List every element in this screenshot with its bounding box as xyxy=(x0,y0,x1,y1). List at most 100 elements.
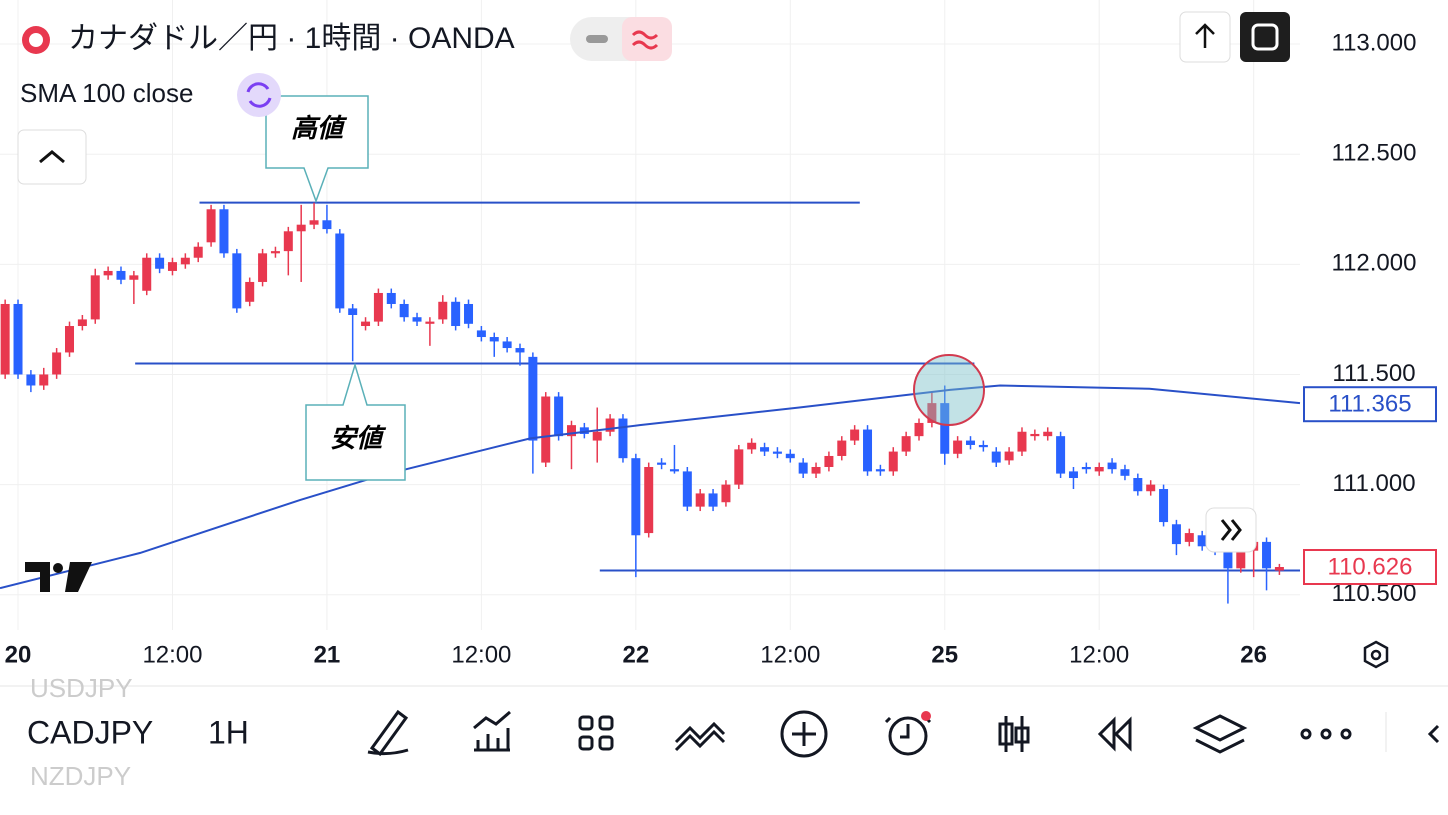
candle-body xyxy=(1107,462,1117,470)
candle-body xyxy=(180,257,190,265)
candle-body xyxy=(283,231,293,252)
candle-body xyxy=(747,442,757,450)
icon xyxy=(1195,23,1215,48)
interval[interactable]: 1H xyxy=(208,714,249,750)
candle-body xyxy=(850,429,860,441)
candle-body xyxy=(708,493,718,507)
x-tick-label: 21 xyxy=(314,641,341,668)
candle-body xyxy=(811,466,821,474)
x-tick-label: 12:00 xyxy=(142,641,202,668)
candle-body xyxy=(77,319,87,327)
candle-body xyxy=(798,462,808,474)
indicator-tool[interactable] xyxy=(473,710,511,752)
icon xyxy=(586,35,608,43)
candle-body xyxy=(13,303,23,375)
draw-tool[interactable] xyxy=(367,709,409,757)
candle-body xyxy=(824,455,834,467)
candle-body xyxy=(682,471,692,507)
y-tick-label: 112.500 xyxy=(1332,140,1417,167)
candle-body xyxy=(309,220,319,225)
candle-body xyxy=(476,330,486,338)
x-tick-label: 26 xyxy=(1240,641,1267,668)
candle-body xyxy=(721,484,731,503)
candle-body xyxy=(270,251,280,254)
overlay: 高値 安値 xyxy=(25,95,1257,592)
plot-layer xyxy=(0,201,1301,604)
candle-body xyxy=(695,493,705,507)
candle-body xyxy=(927,403,937,423)
header: カナダドル／円 · 1時間 · OANDA SMA 100 close xyxy=(17,11,1290,185)
axis-layer: 113.000112.500112.000111.500111.000110.5… xyxy=(5,29,1437,668)
more-tool[interactable] xyxy=(1300,728,1312,740)
compare-tool[interactable] xyxy=(674,721,726,752)
candle-body xyxy=(386,292,396,304)
candle-body xyxy=(0,303,10,375)
candle-body xyxy=(206,209,216,243)
candle-body xyxy=(65,326,75,353)
add-tool[interactable] xyxy=(780,710,828,758)
alert-dot xyxy=(921,711,931,721)
candle-body xyxy=(1056,436,1066,474)
price-label-box xyxy=(1303,549,1437,585)
candle-body xyxy=(129,275,139,280)
candle-body xyxy=(1236,550,1246,569)
candle-body xyxy=(863,429,873,472)
symbol[interactable]: CADJPY xyxy=(27,714,153,750)
collapse-button[interactable] xyxy=(17,129,87,185)
icon xyxy=(1220,519,1242,541)
icon xyxy=(631,30,659,50)
candle-body xyxy=(1120,469,1130,476)
candle-body xyxy=(219,209,229,254)
candle-body xyxy=(875,469,885,472)
layout-tool[interactable] xyxy=(578,715,594,731)
alert-tool[interactable] xyxy=(888,716,928,756)
candle-body xyxy=(1274,567,1284,571)
chart-type-tool[interactable] xyxy=(1004,716,1024,752)
candle-body xyxy=(489,337,499,342)
candle-body xyxy=(296,224,306,232)
replay-tool[interactable] xyxy=(1097,716,1132,752)
symbol-next[interactable]: NZDJPY xyxy=(30,761,131,791)
y-tick-label: 113.000 xyxy=(1332,29,1417,56)
candle-body xyxy=(155,257,165,269)
toolbar: USDJPY CADJPY 1H NZDJPY xyxy=(0,673,1448,791)
candle-body xyxy=(914,422,924,437)
candle-body xyxy=(940,403,950,454)
price-label-box xyxy=(1303,386,1437,423)
symbol-prev[interactable]: USDJPY xyxy=(30,673,133,703)
candle-body xyxy=(1081,466,1091,470)
indicator-label: SMA 100 close xyxy=(20,78,193,108)
more-arrow[interactable] xyxy=(1427,724,1440,744)
candle-body xyxy=(888,451,898,472)
candle-body xyxy=(1133,478,1143,492)
indicator-button[interactable] xyxy=(237,73,281,117)
annotation: 高値 xyxy=(291,113,348,143)
settings-icon[interactable] xyxy=(1363,640,1389,669)
candle-body xyxy=(438,301,448,320)
candle-body xyxy=(1159,489,1169,523)
candle-body xyxy=(631,458,641,536)
candle-body xyxy=(167,262,177,271)
layers-tool[interactable] xyxy=(1192,714,1248,754)
candle-body xyxy=(991,451,1001,463)
candle-body xyxy=(52,352,62,375)
x-tick-label: 20 xyxy=(5,641,32,668)
fullscreen-button[interactable] xyxy=(1240,12,1290,62)
candle-body xyxy=(464,303,474,324)
candle-body xyxy=(760,447,770,452)
x-tick-label: 25 xyxy=(931,641,958,668)
price-label: 110.626 xyxy=(1328,553,1413,580)
candle-body xyxy=(901,436,911,452)
candle-body xyxy=(335,233,345,309)
candle-body xyxy=(528,356,538,441)
price-label: 111.365 xyxy=(1328,391,1411,418)
icon xyxy=(246,82,272,108)
icon xyxy=(1251,23,1279,51)
candle-body xyxy=(515,348,525,353)
candle-body xyxy=(669,469,679,472)
candle-body xyxy=(1146,484,1156,492)
candle-body xyxy=(837,440,847,456)
y-tick-label: 111.500 xyxy=(1332,360,1415,387)
candle-body xyxy=(451,301,461,327)
